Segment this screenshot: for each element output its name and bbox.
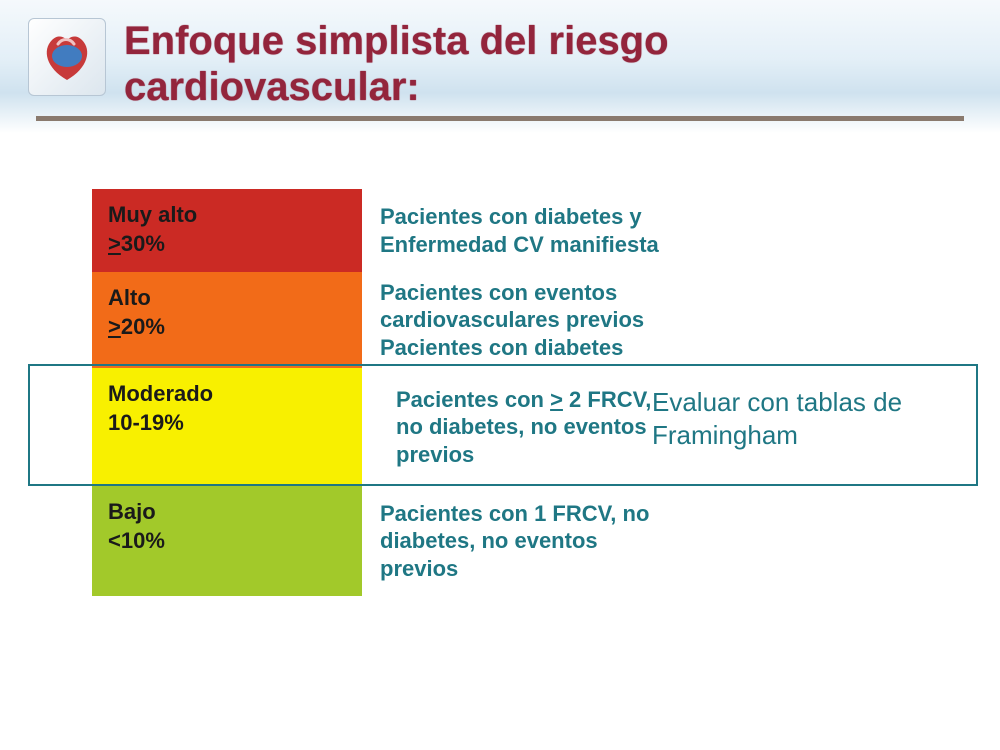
- risk-label: Bajo: [108, 498, 346, 527]
- page-title: Enfoque simplista del riesgo cardiovascu…: [124, 18, 972, 110]
- risk-row-low: Bajo <10% Pacientes con 1 FRCV, no diabe…: [0, 486, 1000, 596]
- risk-threshold: <10%: [108, 527, 346, 556]
- risk-threshold: >30%: [108, 230, 346, 259]
- risk-label: Moderado: [108, 380, 346, 409]
- risk-cell-low: Bajo <10%: [92, 486, 362, 596]
- risk-desc-high: Pacientes con eventos cardiovasculares p…: [362, 273, 682, 368]
- risk-cell-very-high: Muy alto >30%: [92, 189, 362, 272]
- header: Enfoque simplista del riesgo cardiovascu…: [0, 0, 1000, 133]
- heart-logo-icon: [36, 26, 98, 88]
- risk-label: Muy alto: [108, 201, 346, 230]
- risk-threshold: 10-19%: [108, 409, 346, 438]
- framingham-note: Evaluar con tablas de Framingham: [652, 386, 962, 451]
- risk-label: Alto: [108, 284, 346, 313]
- risk-threshold: >20%: [108, 313, 346, 342]
- risk-row-high: Alto >20% Pacientes con eventos cardiova…: [0, 272, 1000, 368]
- risk-cell-moderate: Moderado 10-19%: [92, 368, 362, 486]
- risk-cell-high: Alto >20%: [92, 272, 362, 368]
- risk-table: Muy alto >30% Pacientes con diabetes y E…: [0, 133, 1000, 596]
- header-inner: Enfoque simplista del riesgo cardiovascu…: [0, 18, 1000, 110]
- risk-row-moderate: Moderado 10-19% Pacientes con > 2 FRCV, …: [0, 368, 1000, 486]
- risk-row-very-high: Muy alto >30% Pacientes con diabetes y E…: [0, 189, 1000, 272]
- risk-desc-very-high: Pacientes con diabetes y Enfermedad CV m…: [362, 197, 682, 264]
- logo: [28, 18, 106, 96]
- risk-desc-moderate: Pacientes con > 2 FRCV, no diabetes, no …: [362, 380, 682, 475]
- header-divider: [36, 116, 964, 121]
- risk-desc-low: Pacientes con 1 FRCV, no diabetes, no ev…: [362, 494, 682, 589]
